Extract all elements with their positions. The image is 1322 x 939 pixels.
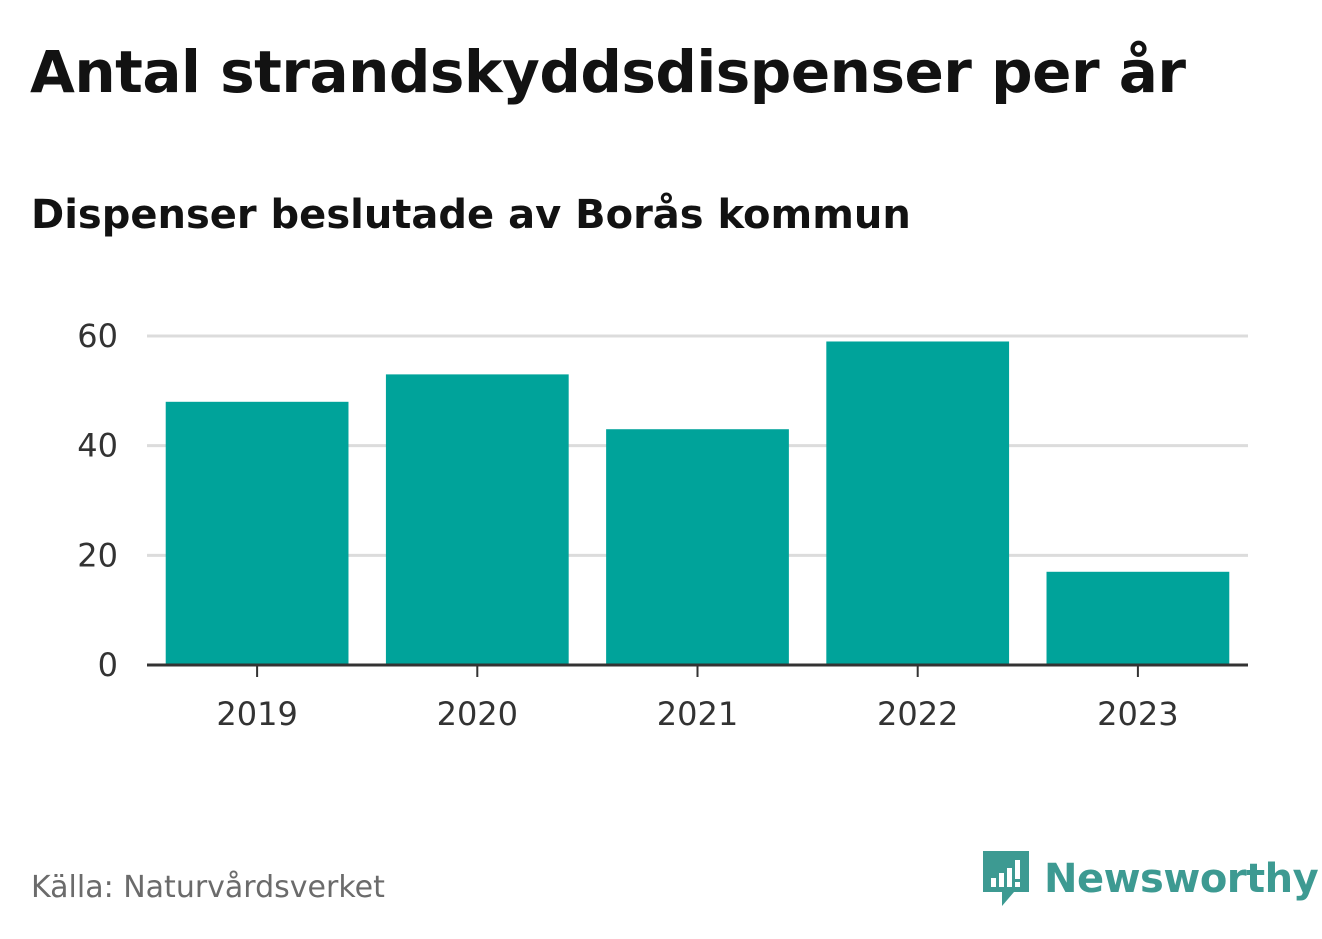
chart-title: Antal strandskyddsdispenser per år [30, 38, 1186, 106]
y-tick-label: 40 [77, 427, 118, 465]
x-tick-label: 2022 [877, 695, 958, 733]
x-tick-label: 2021 [657, 695, 738, 733]
bar-chart: 0 20 40 60 2019 2020 2021 2022 2023 [77, 317, 1248, 733]
newsworthy-logo[interactable]: Newsworthy [980, 848, 1319, 910]
x-tick-label: 2019 [216, 695, 297, 733]
y-tick-label: 60 [77, 317, 118, 355]
x-tick-label: 2023 [1097, 695, 1178, 733]
bar-2021 [606, 429, 789, 665]
bar-2023 [1046, 571, 1230, 665]
source-note: Källa: Naturvårdsverket [31, 870, 385, 905]
bar-2022 [826, 341, 1010, 665]
y-tick-label: 20 [77, 536, 118, 574]
newsworthy-logo-icon [983, 851, 1029, 906]
bar-2019 [165, 401, 349, 665]
y-axis-ticks: 0 20 40 60 [77, 317, 118, 684]
bar-2020 [385, 374, 569, 665]
brand-name: Newsworthy [1044, 856, 1319, 902]
y-tick-label: 0 [98, 646, 118, 684]
chart-subtitle: Dispenser beslutade av Borås kommun [31, 192, 911, 238]
x-axis-ticks: 2019 2020 2021 2022 2023 [216, 665, 1179, 733]
x-tick-label: 2020 [437, 695, 518, 733]
bars [165, 341, 1230, 665]
